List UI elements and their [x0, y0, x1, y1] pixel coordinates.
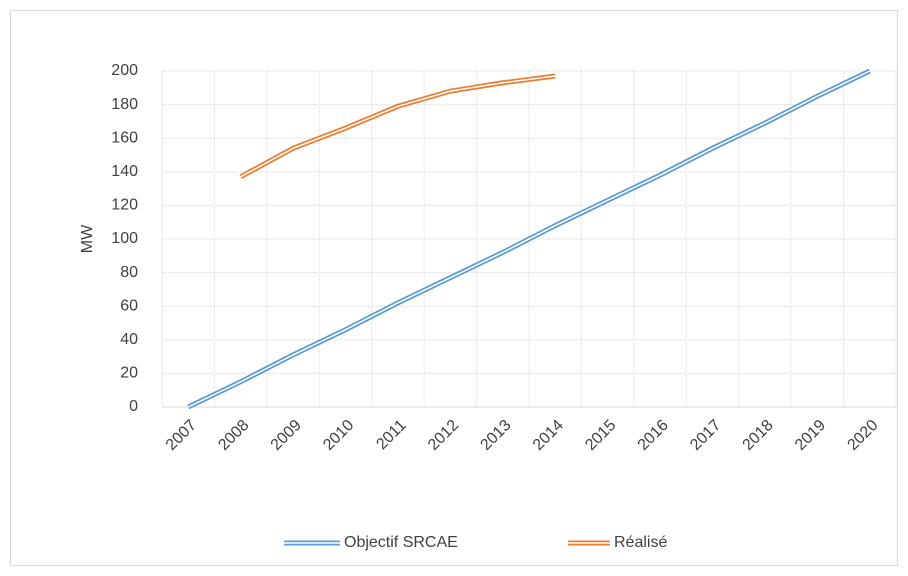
- y-tick-label: 40: [120, 331, 138, 348]
- legend-label: Objectif SRCAE: [344, 534, 458, 551]
- y-tick-label: 0: [129, 398, 138, 415]
- y-tick-label: 60: [120, 297, 138, 314]
- y-tick-label: 80: [120, 264, 138, 281]
- series-line-inner: [187, 70, 871, 408]
- y-tick-label: 160: [111, 129, 138, 146]
- series-line-inner: [240, 75, 556, 178]
- y-tick-label: 120: [111, 197, 138, 214]
- y-tick-label: 140: [111, 163, 138, 180]
- y-tick-label: 180: [111, 96, 138, 113]
- y-tick-label: 100: [111, 230, 138, 247]
- y-tick-label: 200: [111, 62, 138, 79]
- chart-border: [10, 10, 898, 566]
- y-axis-label: MW: [79, 224, 96, 253]
- y-tick-label: 20: [120, 365, 138, 382]
- legend-label: Réalisé: [614, 534, 667, 551]
